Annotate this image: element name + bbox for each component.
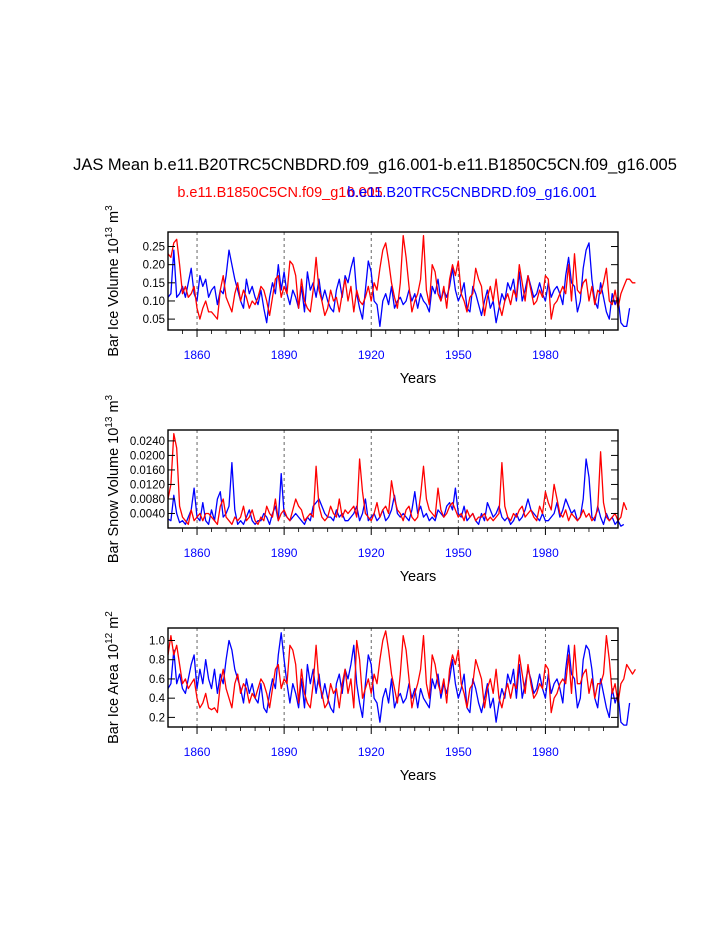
y-tick-label: 0.0160 [130, 465, 165, 477]
x-tick-label: 1950 [445, 546, 472, 560]
chart-panel-1: 0.05 0.10 0.15 0.20 0.25 1860 1890 1920 1950 1980… [104, 205, 636, 387]
y-axis-title-text: m [106, 400, 122, 416]
y-axis-title-text: m [106, 617, 122, 633]
x-tick-label: 1860 [184, 348, 211, 362]
y-tick-label: 0.05 [143, 314, 165, 326]
y-tick-label: 0.10 [143, 296, 165, 308]
y-tick-label: 0.0240 [130, 436, 165, 448]
x-tick-label: 1920 [358, 348, 385, 362]
x-axis-title: Years [400, 569, 437, 585]
y-tick-label: 0.0120 [130, 479, 165, 491]
figure-title: JAS Mean b.e11.B20TRC5CNBDRD.f09_g16.001… [73, 156, 677, 174]
plot-frame [167, 429, 619, 529]
plot-frame [167, 627, 619, 728]
y-tick-label: 0.8 [149, 655, 165, 667]
x-tick-label: 1860 [184, 745, 211, 759]
y-tick-label: 0.0080 [130, 494, 165, 506]
y-axis-title: Bar Ice Volume 1013 m3 [104, 205, 122, 357]
x-tick-label: 1860 [184, 546, 211, 560]
x-tick-label: 1980 [532, 546, 559, 560]
chart-panel-2: 0.0040 0.0080 0.0120 0.0160 0.0200 0.0240 1860… [104, 394, 628, 585]
y-tick-label: 0.2 [149, 712, 165, 724]
y-axis-title-exponent: 13 [104, 416, 115, 428]
y-tick-label: 0.0040 [130, 508, 165, 520]
experiment-series-line [167, 632, 631, 726]
x-tick-label: 1890 [271, 546, 298, 560]
y-tick-label: 1.0 [149, 635, 165, 647]
x-tick-label: 1980 [532, 745, 559, 759]
x-tick-label: 1950 [445, 745, 472, 759]
y-tick-label: 0.15 [143, 278, 165, 290]
control-series-line [167, 234, 636, 320]
legend-control-label: b.e11.B1850C5CN.f09_g16.005 [177, 185, 382, 201]
y-tick-label: 0.6 [149, 674, 165, 686]
control-series-line [167, 630, 636, 714]
y-axis-title-text: Bar Ice Volume 10 [106, 238, 122, 357]
y-axis-title-exponent: 3 [104, 394, 115, 400]
y-axis-title-exponent: 12 [104, 632, 115, 644]
y-axis-title: Bar Ice Area 1012 m2 [104, 611, 122, 744]
plot-frame [167, 231, 619, 331]
y-tick-label: 0.0200 [130, 450, 165, 462]
chart-panel-3: 0.20.40.60.81.01860189019201950198042045… [104, 611, 636, 784]
x-tick-label: 1890 [271, 348, 298, 362]
y-tick-label: 0.25 [143, 242, 165, 254]
x-tick-label: 1890 [271, 745, 298, 759]
y-tick-label: 0.4 [149, 693, 166, 705]
y-axis-title-text: Bar Snow Volume 10 [106, 428, 122, 563]
y-axis-title-exponent: 2 [104, 611, 115, 617]
y-axis-title-text: Bar Ice Area 10 [106, 644, 122, 744]
y-axis-title: Bar Snow Volume 1013 m3 [104, 394, 122, 563]
x-tick-label: 1950 [445, 348, 472, 362]
x-tick-label: 1980 [532, 348, 559, 362]
x-axis-title: Years [400, 768, 437, 784]
legend-experiment-label: b.e11.B20TRC5CNBDRD.f09_g16.001 [347, 185, 597, 201]
x-tick-label: 1920 [358, 546, 385, 560]
y-tick-label: 0.20 [143, 260, 165, 272]
y-axis-title-text: m [106, 211, 122, 227]
x-axis-title: Years [400, 371, 437, 387]
y-axis-title-exponent: 13 [104, 227, 115, 239]
control-series-line [167, 432, 628, 526]
y-axis-title-exponent: 3 [104, 205, 115, 211]
x-tick-label: 1920 [358, 745, 385, 759]
